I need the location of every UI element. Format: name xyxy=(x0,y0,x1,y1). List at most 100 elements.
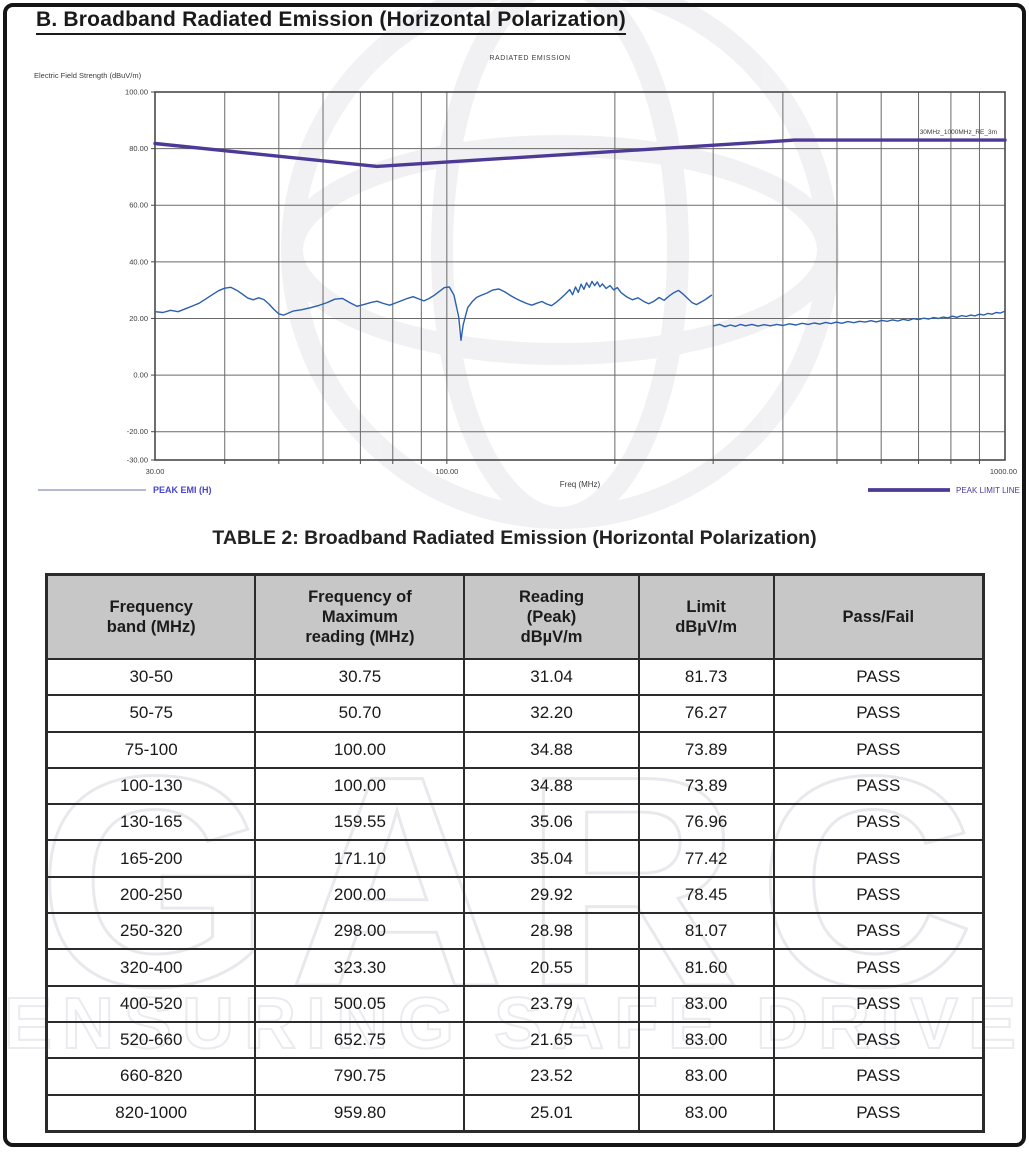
table-row: 165-200 171.10 35.04 77.42 PASS xyxy=(45,839,985,878)
table-cell: 30-50 xyxy=(45,657,257,697)
table-cell: 20.55 xyxy=(463,948,640,987)
table-row: 50-75 50.70 32.20 76.27 PASS xyxy=(45,694,985,733)
table-cell: 76.96 xyxy=(637,803,775,842)
results-table-header: Frequency band (MHz) Frequency of Maximum… xyxy=(45,573,985,660)
table-row: 100-130 100.00 34.88 73.89 PASS xyxy=(45,766,985,806)
table-cell: 83.00 xyxy=(637,1057,775,1096)
table-cell: 23.79 xyxy=(463,984,640,1023)
page-title: B. Broadband Radiated Emission (Horizont… xyxy=(36,8,626,35)
table-cell: 520-660 xyxy=(45,1020,257,1060)
results-table: Frequency band (MHz) Frequency of Maximum… xyxy=(45,573,985,1133)
column-header-1: Frequency of Maximum reading (MHz) xyxy=(254,573,466,660)
table-row: 660-820 790.75 23.52 83.00 PASS xyxy=(45,1057,985,1096)
table-row: 250-320 298.00 28.98 81.07 PASS xyxy=(45,912,985,951)
y-tick-label: 80.00 xyxy=(129,144,148,153)
table-cell: 50-75 xyxy=(45,694,257,733)
table-cell: 820-1000 xyxy=(45,1093,257,1133)
table-row: 400-520 500.05 23.79 83.00 PASS xyxy=(45,984,985,1023)
table-cell: 250-320 xyxy=(45,912,257,951)
table-cell: 35.06 xyxy=(463,803,640,842)
table-cell: 165-200 xyxy=(45,839,257,878)
table-cell: 32.20 xyxy=(463,694,640,733)
table-cell: 130-165 xyxy=(45,803,257,842)
table-cell: 323.30 xyxy=(254,948,466,987)
column-header-0: Frequency band (MHz) xyxy=(45,573,257,660)
table-cell: 21.65 xyxy=(463,1020,640,1060)
table-cell: 81.73 xyxy=(637,657,775,697)
table-row: 320-400 323.30 20.55 81.60 PASS xyxy=(45,948,985,987)
table-row: 820-1000 959.80 25.01 83.00 PASS xyxy=(45,1093,985,1133)
column-header-3: Limit dBµV/m xyxy=(637,573,775,660)
table-cell: 31.04 xyxy=(463,657,640,697)
table-header-row: Frequency band (MHz) Frequency of Maximum… xyxy=(45,573,985,660)
table-cell: 81.07 xyxy=(637,912,775,951)
pass-fail-cell: PASS xyxy=(772,875,985,915)
pass-fail-cell: PASS xyxy=(772,1093,985,1133)
peak-limit-line xyxy=(153,138,1007,169)
table-cell: 25.01 xyxy=(463,1093,640,1133)
column-header-2: Reading (Peak) dBµV/m xyxy=(463,573,640,660)
table-cell: 75-100 xyxy=(45,730,257,769)
table-cell: 83.00 xyxy=(637,984,775,1023)
table-cell: 298.00 xyxy=(254,912,466,951)
y-tick-label: -20.00 xyxy=(127,427,148,436)
results-table-body: 30-50 30.75 31.04 81.73 PASS 50-75 50.70 32.20 7… xyxy=(45,657,985,1133)
pass-fail-cell: PASS xyxy=(772,948,985,987)
pass-fail-cell: PASS xyxy=(772,1020,985,1060)
table-caption: TABLE 2: Broadband Radiated Emission (Ho… xyxy=(212,527,817,549)
table-cell: 171.10 xyxy=(254,839,466,878)
x-tick-label: 100.00 xyxy=(435,467,458,476)
pass-fail-cell: PASS xyxy=(772,839,985,878)
table-cell: 660-820 xyxy=(45,1057,257,1096)
x-axis-title: Freq (MHz) xyxy=(560,480,601,489)
legend-left-label: PEAK EMI (H) xyxy=(153,485,212,495)
table-cell: 83.00 xyxy=(637,1093,775,1133)
y-tick-label: -30.00 xyxy=(127,456,148,465)
pass-fail-cell: PASS xyxy=(772,912,985,951)
pass-fail-cell: PASS xyxy=(772,657,985,697)
table-row: 75-100 100.00 34.88 73.89 PASS xyxy=(45,730,985,769)
y-axis-title: Electric Field Strength (dBuV/m) xyxy=(34,71,142,80)
pass-fail-cell: PASS xyxy=(772,803,985,842)
table-row: 200-250 200.00 29.92 78.45 PASS xyxy=(45,875,985,915)
table-cell: 30.75 xyxy=(254,657,466,697)
emission-chart: RADIATED EMISSION Electric Field Strength… xyxy=(34,55,1020,495)
legend-right-label: PEAK LIMIT LINE xyxy=(956,486,1020,495)
table-cell: 500.05 xyxy=(254,984,466,1023)
y-tick-label: 40.00 xyxy=(129,257,148,266)
table-cell: 23.52 xyxy=(463,1057,640,1096)
table-row: 130-165 159.55 35.06 76.96 PASS xyxy=(45,803,985,842)
peak-emi-trace xyxy=(154,280,713,341)
table-cell: 76.27 xyxy=(637,694,775,733)
table-cell: 77.42 xyxy=(637,839,775,878)
table-cell: 100-130 xyxy=(45,766,257,806)
pass-fail-cell: PASS xyxy=(772,694,985,733)
y-tick-label: 20.00 xyxy=(129,314,148,323)
table-cell: 28.98 xyxy=(463,912,640,951)
pass-fail-cell: PASS xyxy=(772,766,985,806)
table-cell: 400-520 xyxy=(45,984,257,1023)
pass-fail-cell: PASS xyxy=(772,1057,985,1096)
table-cell: 320-400 xyxy=(45,948,257,987)
table-cell: 35.04 xyxy=(463,839,640,878)
table-cell: 34.88 xyxy=(463,730,640,769)
table-cell: 81.60 xyxy=(637,948,775,987)
table-cell: 790.75 xyxy=(254,1057,466,1096)
table-cell: 100.00 xyxy=(254,730,466,769)
table-cell: 73.89 xyxy=(637,766,775,806)
chart-title: RADIATED EMISSION xyxy=(489,55,570,62)
table-cell: 50.70 xyxy=(254,694,466,733)
table-cell: 100.00 xyxy=(254,766,466,806)
table-row: 520-660 652.75 21.65 83.00 PASS xyxy=(45,1020,985,1060)
table-cell: 29.92 xyxy=(463,875,640,915)
plot-frame xyxy=(154,91,1006,461)
pass-fail-cell: PASS xyxy=(772,730,985,769)
column-header-4: Pass/Fail xyxy=(772,573,985,660)
table-cell: 200-250 xyxy=(45,875,257,915)
table-cell: 73.89 xyxy=(637,730,775,769)
limit-annotation: 30MHz_1000MHz_RE_3m xyxy=(920,129,997,136)
table-cell: 200.00 xyxy=(254,875,466,915)
table-cell: 159.55 xyxy=(254,803,466,842)
pass-fail-cell: PASS xyxy=(772,984,985,1023)
